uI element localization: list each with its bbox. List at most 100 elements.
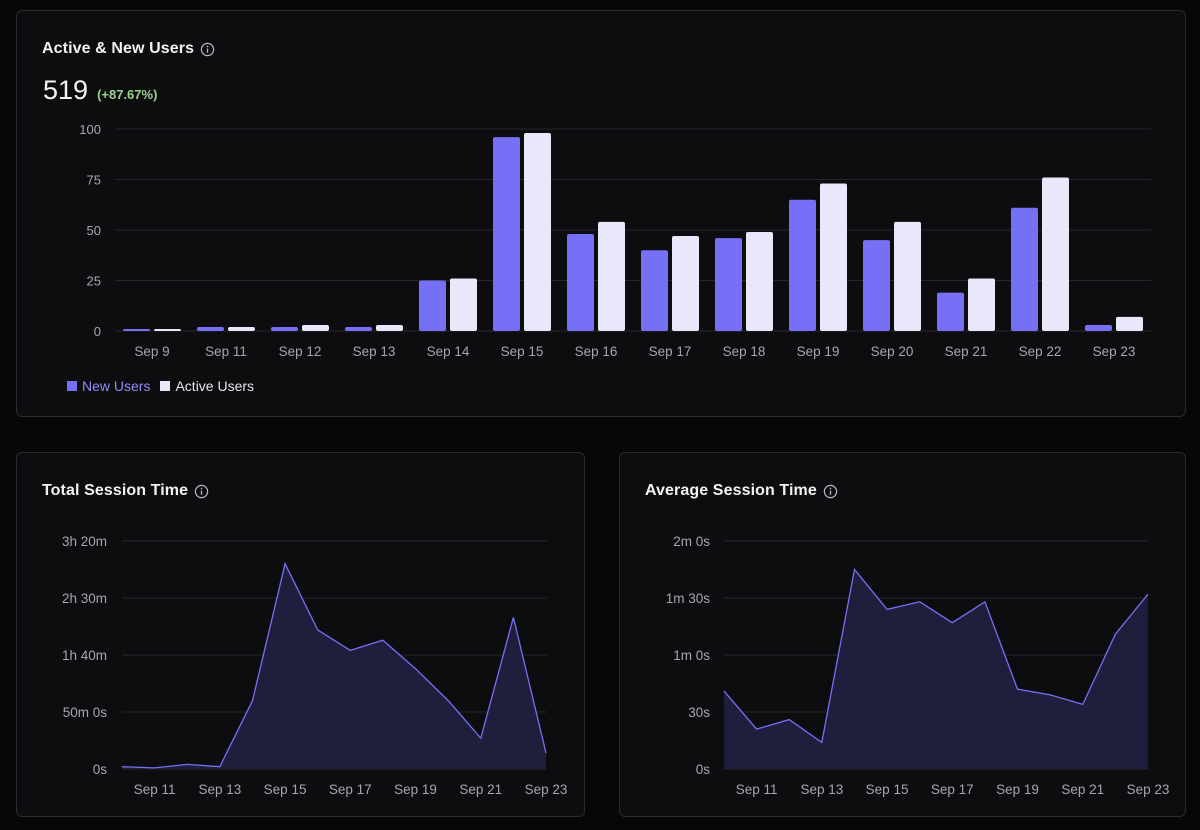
x-tick-label: Sep 23	[525, 782, 568, 797]
legend-item-active-users[interactable]: Active Users	[160, 378, 254, 394]
bar-new-users	[789, 199, 816, 331]
bar-active-users	[524, 133, 551, 331]
bar-new-users	[345, 326, 372, 331]
card-title: Total Session Time	[42, 482, 189, 499]
total-session-title-row: Total Session Time	[42, 482, 209, 500]
average-session-time-chart: 0s 30s 1m 0s 1m 30s 2m 0s Sep 11 Sep 13 Sep 15 S…	[666, 534, 1170, 797]
y-tick-label: 100	[79, 122, 101, 137]
bar-active-users	[154, 328, 181, 331]
bar-active-users	[302, 324, 329, 331]
total-session-time-chart: 0s 50m 0s 1h 40m 2h 30m 3h 20m Sep 11 Sep 13 Se…	[62, 534, 568, 797]
bar-active-users	[228, 326, 255, 331]
chart-legend: New Users Active Users	[67, 378, 264, 394]
info-icon[interactable]	[200, 42, 215, 57]
x-tick-label: Sep 12	[279, 344, 322, 359]
x-tick-label: Sep 11	[736, 782, 778, 797]
y-tick-label: 1h 40m	[62, 648, 107, 663]
bar-active-users	[820, 183, 847, 331]
x-tick-label: Sep 17	[649, 344, 692, 359]
total-users-value: 519	[43, 75, 89, 105]
x-tick-label: Sep 21	[459, 782, 502, 797]
bar-new-users	[641, 250, 668, 331]
bar-new-users	[937, 292, 964, 331]
y-tick-label: 0s	[696, 762, 711, 777]
bar-new-users	[197, 326, 224, 331]
bar-active-users	[968, 278, 995, 331]
x-tick-label: Sep 14	[427, 344, 470, 359]
bar-active-users	[598, 221, 625, 331]
x-tick-label: Sep 22	[1019, 344, 1062, 359]
legend-label-active-users: Active Users	[175, 378, 255, 394]
y-tick-label: 1m 0s	[673, 648, 710, 663]
info-icon[interactable]	[823, 484, 838, 499]
bar-new-users	[1011, 207, 1038, 331]
x-tick-label: Sep 15	[264, 782, 307, 797]
y-tick-label: 50	[87, 223, 101, 238]
info-icon[interactable]	[194, 484, 209, 499]
bar-new-users	[567, 234, 594, 331]
x-tick-label: Sep 13	[800, 782, 843, 797]
x-tick-label: Sep 16	[575, 344, 618, 359]
bar-active-users	[1116, 316, 1143, 331]
x-tick-label: Sep 13	[353, 344, 396, 359]
y-tick-label: 75	[87, 173, 101, 188]
y-tick-label: 30s	[688, 705, 710, 720]
legend-label-new-users: New Users	[82, 378, 151, 394]
y-tick-label: 1m 30s	[666, 591, 711, 606]
bar-new-users	[271, 326, 298, 331]
x-tick-label: Sep 20	[871, 344, 914, 359]
legend-item-new-users[interactable]: New Users	[67, 378, 150, 394]
bar-new-users	[863, 240, 890, 331]
series-line	[121, 561, 547, 769]
bar-active-users	[672, 236, 699, 331]
delta-badge: (+87.67%)	[97, 87, 158, 102]
y-tick-label: 2m 0s	[673, 534, 710, 549]
active-users-title-row: Active & New Users	[42, 40, 215, 58]
x-tick-label: Sep 17	[931, 782, 974, 797]
x-tick-label: Sep 19	[394, 782, 437, 797]
bar-active-users	[450, 278, 477, 331]
series-line	[723, 568, 1149, 744]
area-fill	[122, 563, 546, 769]
active-users-card: Active & New Users 519 (+87.67%) 0 25 50 75…	[16, 10, 1186, 417]
x-tick-label: Sep 18	[723, 344, 766, 359]
average-session-title-row: Average Session Time	[645, 482, 838, 500]
bar-new-users	[419, 280, 446, 331]
bar-active-users	[1042, 177, 1069, 331]
x-tick-label: Sep 9	[134, 344, 169, 359]
area-fill	[724, 569, 1148, 769]
y-tick-label: 3h 20m	[62, 534, 107, 549]
x-tick-label: Sep 21	[945, 344, 988, 359]
y-tick-label: 50m 0s	[63, 705, 108, 720]
x-tick-label: Sep 23	[1127, 782, 1170, 797]
legend-swatch-active-users	[160, 381, 171, 391]
bar-new-users	[1085, 324, 1112, 331]
card-title: Average Session Time	[645, 482, 817, 499]
x-tick-label: Sep 23	[1093, 344, 1136, 359]
x-tick-label: Sep 19	[797, 344, 840, 359]
average-session-time-card: Average Session Time 0s 30s 1m 0s 1m 30s 2m …	[619, 452, 1186, 817]
y-tick-label: 0	[94, 324, 101, 339]
x-tick-label: Sep 11	[205, 344, 247, 359]
y-tick-label: 2h 30m	[62, 591, 107, 606]
total-users-value-row: 519 (+87.67%)	[43, 75, 157, 106]
y-tick-label: 0s	[93, 762, 108, 777]
bar-new-users	[123, 328, 150, 331]
total-session-time-card: Total Session Time 0s 50m 0s 1h 40m 2h 30m 3…	[16, 452, 585, 817]
active-new-users-chart: 0 25 50 75 100 Sep 9 Sep 11 Sep 12 Sep 13 Sep 14 S…	[79, 122, 1151, 359]
x-tick-label: Sep 15	[866, 782, 909, 797]
x-tick-label: Sep 21	[1061, 782, 1104, 797]
bar-new-users	[715, 238, 742, 331]
x-tick-label: Sep 17	[329, 782, 372, 797]
bar-active-users	[746, 232, 773, 331]
x-tick-label: Sep 19	[996, 782, 1039, 797]
bar-active-users	[894, 221, 921, 331]
legend-swatch-new-users	[67, 381, 77, 391]
x-tick-label: Sep 11	[134, 782, 176, 797]
bar-new-users	[493, 137, 520, 331]
bar-active-users	[376, 324, 403, 331]
x-tick-label: Sep 13	[198, 782, 241, 797]
x-tick-label: Sep 15	[501, 344, 544, 359]
card-title: Active & New Users	[42, 40, 195, 57]
y-tick-label: 25	[87, 274, 101, 289]
